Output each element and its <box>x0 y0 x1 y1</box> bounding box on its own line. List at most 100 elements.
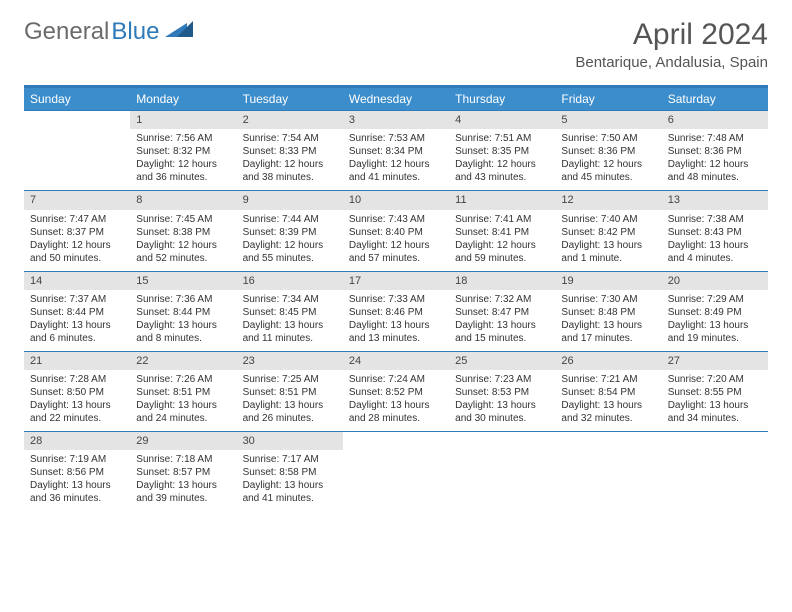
calendar-cell: 26Sunrise: 7:21 AMSunset: 8:54 PMDayligh… <box>555 352 661 431</box>
cell-line: Sunset: 8:45 PM <box>243 306 337 319</box>
calendar-cell: 3Sunrise: 7:53 AMSunset: 8:34 PMDaylight… <box>343 111 449 190</box>
cell-line: Sunrise: 7:20 AM <box>668 373 762 386</box>
calendar-cell: 4Sunrise: 7:51 AMSunset: 8:35 PMDaylight… <box>449 111 555 190</box>
calendar-cell: 10Sunrise: 7:43 AMSunset: 8:40 PMDayligh… <box>343 191 449 270</box>
calendar-cell: 18Sunrise: 7:32 AMSunset: 8:47 PMDayligh… <box>449 272 555 351</box>
cell-line: and 19 minutes. <box>668 332 762 345</box>
cell-body: Sunrise: 7:54 AMSunset: 8:33 PMDaylight:… <box>237 129 343 190</box>
calendar-cell: 1Sunrise: 7:56 AMSunset: 8:32 PMDaylight… <box>130 111 236 190</box>
cell-line: and 39 minutes. <box>136 492 230 505</box>
cell-line: Sunrise: 7:24 AM <box>349 373 443 386</box>
day-number: 22 <box>130 352 236 370</box>
calendar-cell: 2Sunrise: 7:54 AMSunset: 8:33 PMDaylight… <box>237 111 343 190</box>
cell-line: Daylight: 12 hours <box>455 158 549 171</box>
dayname: Monday <box>130 88 236 110</box>
cell-body: Sunrise: 7:37 AMSunset: 8:44 PMDaylight:… <box>24 290 130 351</box>
cell-line: and 4 minutes. <box>668 252 762 265</box>
cell-body: Sunrise: 7:43 AMSunset: 8:40 PMDaylight:… <box>343 210 449 271</box>
cell-line: Sunset: 8:54 PM <box>561 386 655 399</box>
calendar-cell: 27Sunrise: 7:20 AMSunset: 8:55 PMDayligh… <box>662 352 768 431</box>
cell-line: Sunrise: 7:44 AM <box>243 213 337 226</box>
day-number: 13 <box>662 191 768 209</box>
cell-line: Sunrise: 7:47 AM <box>30 213 124 226</box>
logo-icon <box>165 18 195 46</box>
cell-line: Sunrise: 7:50 AM <box>561 132 655 145</box>
cell-body: Sunrise: 7:47 AMSunset: 8:37 PMDaylight:… <box>24 210 130 271</box>
day-number: 4 <box>449 111 555 129</box>
cell-line: Sunset: 8:49 PM <box>668 306 762 319</box>
calendar-cell: 17Sunrise: 7:33 AMSunset: 8:46 PMDayligh… <box>343 272 449 351</box>
cell-line: Daylight: 13 hours <box>561 399 655 412</box>
cell-line: Daylight: 13 hours <box>136 399 230 412</box>
cell-line: Sunrise: 7:23 AM <box>455 373 549 386</box>
cell-line: Daylight: 13 hours <box>455 319 549 332</box>
day-number: 8 <box>130 191 236 209</box>
dayname: Wednesday <box>343 88 449 110</box>
calendar-cell: 14Sunrise: 7:37 AMSunset: 8:44 PMDayligh… <box>24 272 130 351</box>
day-number: 3 <box>343 111 449 129</box>
cell-line: Daylight: 13 hours <box>243 479 337 492</box>
calendar-cell: 7Sunrise: 7:47 AMSunset: 8:37 PMDaylight… <box>24 191 130 270</box>
cell-line: Sunrise: 7:18 AM <box>136 453 230 466</box>
cell-line: and 48 minutes. <box>668 171 762 184</box>
cell-line: Sunset: 8:44 PM <box>30 306 124 319</box>
location: Bentarique, Andalusia, Spain <box>575 54 768 71</box>
cell-line: Sunrise: 7:33 AM <box>349 293 443 306</box>
cell-line: and 6 minutes. <box>30 332 124 345</box>
cell-line: and 55 minutes. <box>243 252 337 265</box>
cell-line: Sunset: 8:32 PM <box>136 145 230 158</box>
calendar-cell <box>449 432 555 511</box>
cell-body: Sunrise: 7:32 AMSunset: 8:47 PMDaylight:… <box>449 290 555 351</box>
cell-body <box>662 436 768 445</box>
cell-body: Sunrise: 7:51 AMSunset: 8:35 PMDaylight:… <box>449 129 555 190</box>
cell-line: Sunset: 8:33 PM <box>243 145 337 158</box>
cell-line: and 52 minutes. <box>136 252 230 265</box>
calendar-cell <box>343 432 449 511</box>
cell-line: Daylight: 13 hours <box>349 319 443 332</box>
cell-line: Sunset: 8:43 PM <box>668 226 762 239</box>
cell-line: Daylight: 12 hours <box>136 239 230 252</box>
cell-line: Sunrise: 7:43 AM <box>349 213 443 226</box>
cell-line: and 59 minutes. <box>455 252 549 265</box>
cell-body: Sunrise: 7:56 AMSunset: 8:32 PMDaylight:… <box>130 129 236 190</box>
cell-body: Sunrise: 7:28 AMSunset: 8:50 PMDaylight:… <box>24 370 130 431</box>
day-number: 18 <box>449 272 555 290</box>
cell-body: Sunrise: 7:26 AMSunset: 8:51 PMDaylight:… <box>130 370 236 431</box>
calendar-cell: 25Sunrise: 7:23 AMSunset: 8:53 PMDayligh… <box>449 352 555 431</box>
day-number: 5 <box>555 111 661 129</box>
cell-line: and 57 minutes. <box>349 252 443 265</box>
cell-body: Sunrise: 7:23 AMSunset: 8:53 PMDaylight:… <box>449 370 555 431</box>
cell-line: Sunrise: 7:36 AM <box>136 293 230 306</box>
cell-line: Sunrise: 7:30 AM <box>561 293 655 306</box>
cell-line: and 36 minutes. <box>30 492 124 505</box>
cell-line: Daylight: 12 hours <box>243 158 337 171</box>
cell-line: Sunset: 8:57 PM <box>136 466 230 479</box>
cell-line: and 34 minutes. <box>668 412 762 425</box>
cell-body: Sunrise: 7:38 AMSunset: 8:43 PMDaylight:… <box>662 210 768 271</box>
cell-line: Daylight: 13 hours <box>30 479 124 492</box>
cell-line: and 43 minutes. <box>455 171 549 184</box>
page-title: April 2024 <box>575 18 768 52</box>
cell-line: Daylight: 12 hours <box>136 158 230 171</box>
cell-line: Sunset: 8:37 PM <box>30 226 124 239</box>
calendar-cell: 21Sunrise: 7:28 AMSunset: 8:50 PMDayligh… <box>24 352 130 431</box>
dayname: Friday <box>555 88 661 110</box>
cell-line: Sunrise: 7:41 AM <box>455 213 549 226</box>
cell-line: Daylight: 13 hours <box>243 319 337 332</box>
cell-line: Daylight: 12 hours <box>349 239 443 252</box>
cell-line: Sunset: 8:36 PM <box>561 145 655 158</box>
cell-body: Sunrise: 7:29 AMSunset: 8:49 PMDaylight:… <box>662 290 768 351</box>
day-number: 9 <box>237 191 343 209</box>
cell-line: Daylight: 13 hours <box>561 239 655 252</box>
cell-line: Daylight: 13 hours <box>455 399 549 412</box>
calendar-cell: 29Sunrise: 7:18 AMSunset: 8:57 PMDayligh… <box>130 432 236 511</box>
cell-body <box>449 436 555 445</box>
cell-line: Sunset: 8:52 PM <box>349 386 443 399</box>
cell-line: Sunset: 8:40 PM <box>349 226 443 239</box>
cell-body: Sunrise: 7:18 AMSunset: 8:57 PMDaylight:… <box>130 450 236 511</box>
cell-line: and 22 minutes. <box>30 412 124 425</box>
cell-line: and 28 minutes. <box>349 412 443 425</box>
cell-line: Daylight: 13 hours <box>243 399 337 412</box>
cell-line: and 41 minutes. <box>349 171 443 184</box>
day-number: 26 <box>555 352 661 370</box>
